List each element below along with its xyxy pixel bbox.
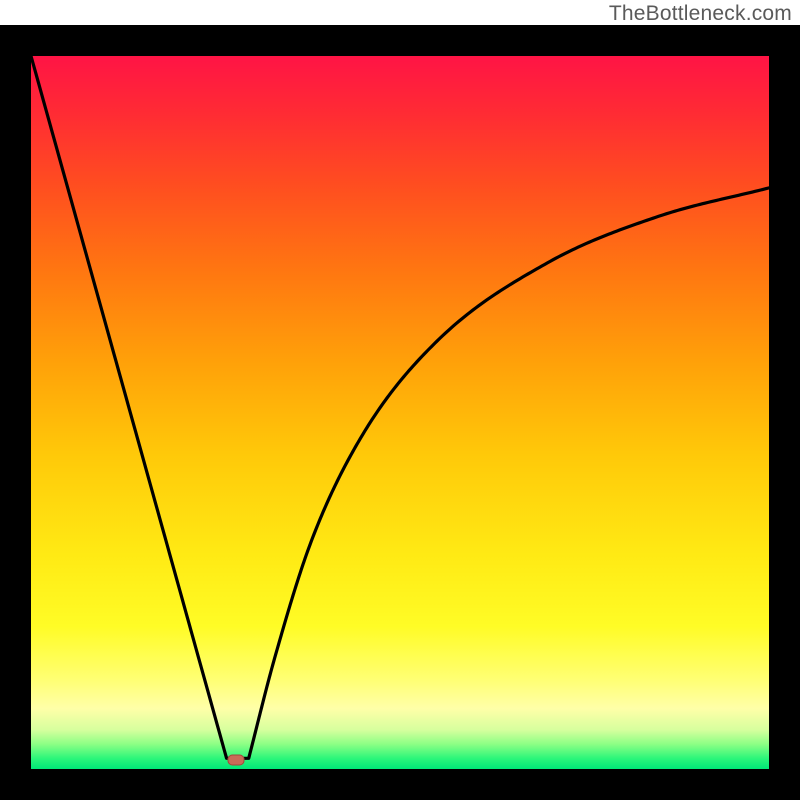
watermark-text: TheBottleneck.com	[609, 2, 792, 26]
minimum-marker	[228, 754, 245, 765]
plot-area	[31, 56, 769, 769]
curve-line	[31, 56, 769, 769]
chart-container: TheBottleneck.com	[0, 0, 800, 800]
plot-frame	[0, 25, 800, 800]
